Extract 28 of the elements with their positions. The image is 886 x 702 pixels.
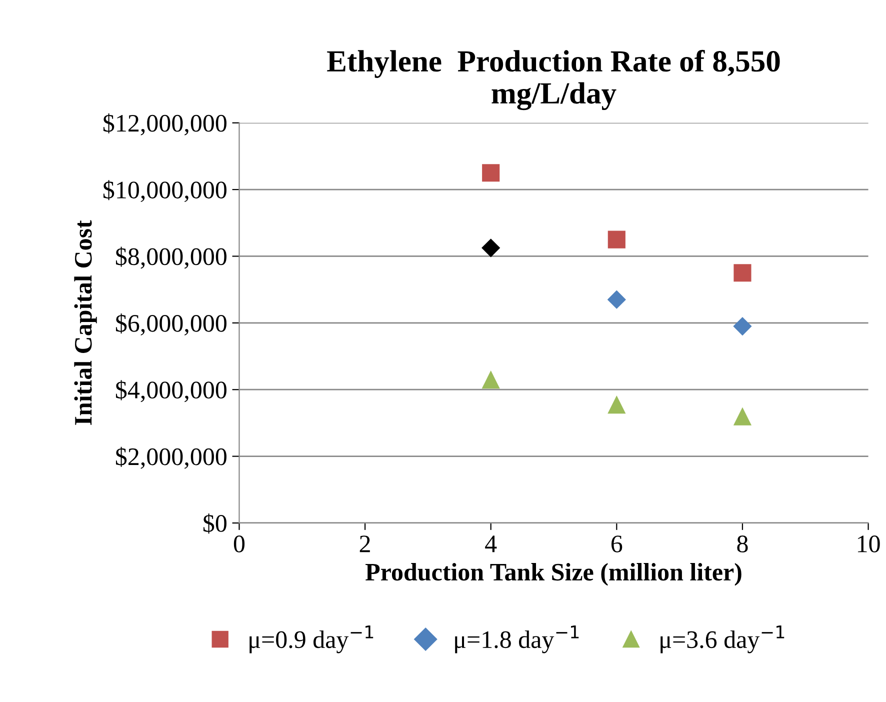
point [607, 290, 626, 309]
x-tick-label: 6 [611, 536, 622, 552]
point [733, 316, 752, 336]
legend-label: μ=1.8 day$^{−1}$ [455, 626, 579, 654]
y-tick-label: $2,000,000 [116, 446, 226, 469]
point [482, 164, 500, 182]
x-tick-label: 8 [737, 536, 748, 552]
x-tick-label: 0 [234, 536, 245, 552]
y-tick-label: $12,000,000 [103, 113, 226, 136]
legend-label: μ=0.9 day$^{−1}$ [250, 626, 374, 654]
y-tick-label: $6,000,000 [116, 313, 226, 336]
y-tick-label: $0 [203, 514, 226, 534]
point [482, 370, 500, 389]
x-tick-label: 2 [360, 536, 370, 552]
point [733, 407, 752, 426]
point [734, 264, 752, 282]
chart-title: Ethylene Production Rate of 8,550 mg/L/day [327, 50, 780, 110]
y-axis-title: Initial Capital Cost [74, 220, 97, 425]
x-tick-label: 4 [485, 536, 497, 552]
x-axis-title: Production Tank Size (million liter) [365, 563, 742, 586]
point [608, 396, 626, 414]
point [608, 230, 626, 248]
point [482, 238, 500, 258]
y-tick-label: $8,000,000 [116, 246, 226, 269]
y-tick-label: $4,000,000 [116, 380, 226, 402]
y-tick-label: $10,000,000 [103, 180, 226, 202]
x-tick-label: 10 [858, 536, 880, 552]
legend-label: μ=3.6 day$^{−1}$ [660, 626, 784, 654]
